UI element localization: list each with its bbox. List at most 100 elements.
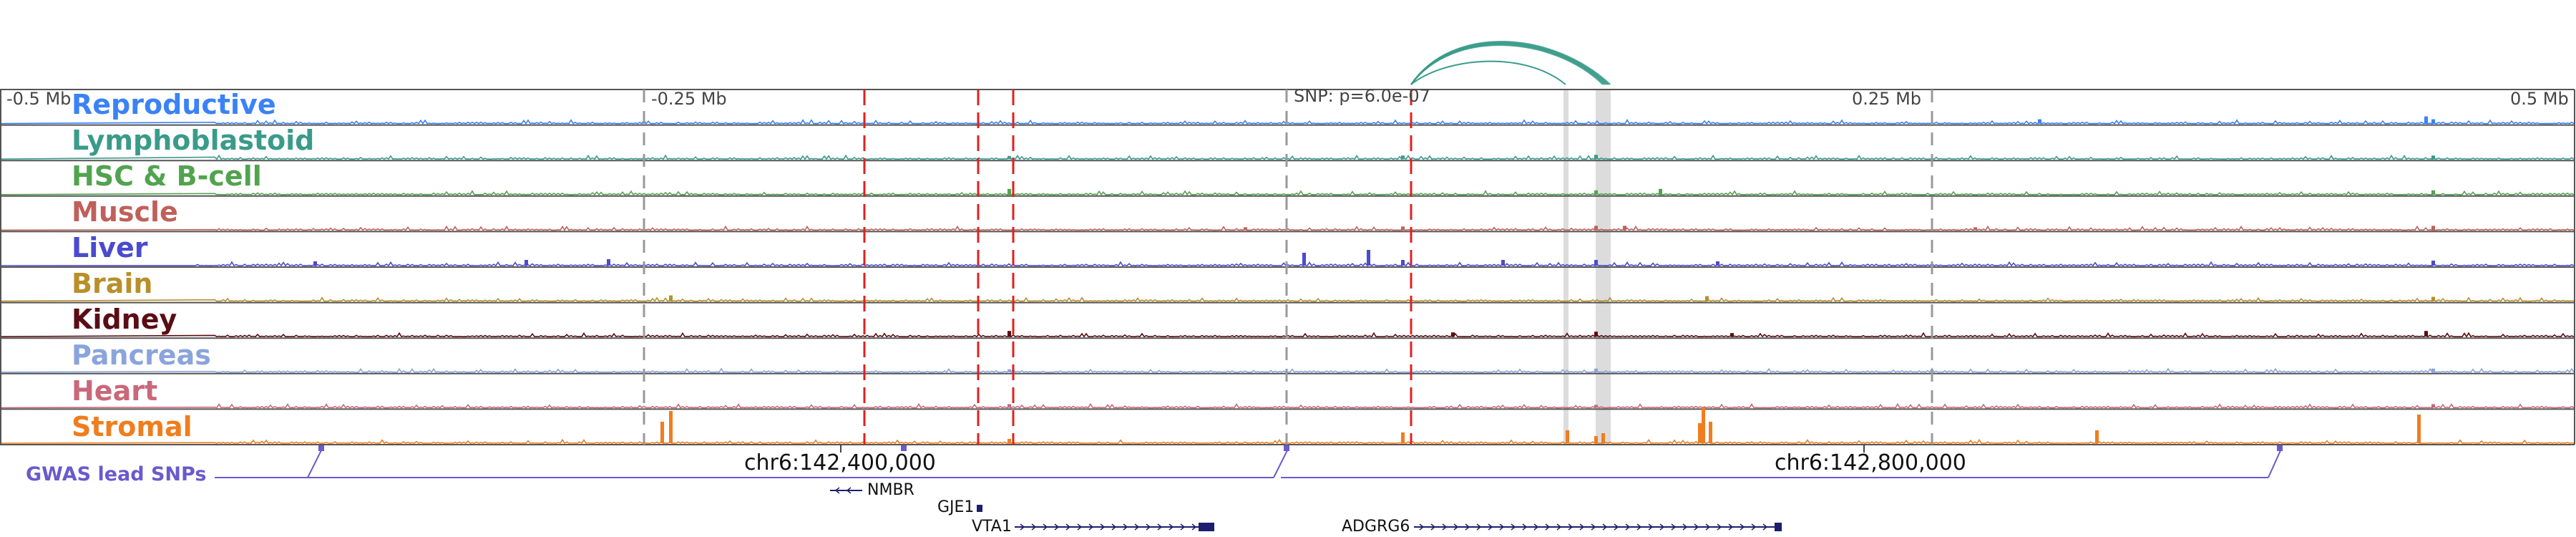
signal-peak	[2431, 155, 2435, 160]
signal-peak	[1594, 405, 1598, 408]
signal-peak	[1594, 190, 1598, 195]
signal-peak	[2038, 119, 2041, 124]
vta1-gene-exon	[1199, 523, 1214, 531]
vta1-gene-strand	[1169, 523, 1174, 531]
track-label-reproductive: Reproductive	[72, 89, 276, 120]
nmbr-gene-strand	[846, 487, 852, 494]
signal-peak	[1709, 422, 1712, 443]
coordinate-label-2: chr6:142,800,000	[1775, 450, 1966, 475]
adgrg6-gene-strand	[1636, 523, 1642, 531]
gwas-snp-marker	[901, 445, 907, 451]
signal-peak	[1501, 260, 1505, 266]
adgrg6-gene-strand	[1442, 523, 1448, 531]
track-label-liver: Liver	[72, 232, 148, 263]
track-label-brain: Brain	[72, 268, 153, 299]
vta1-gene-strand	[1054, 523, 1060, 531]
signal-peak	[1594, 155, 1598, 160]
interaction-arc	[1410, 42, 1608, 85]
adgrg6-gene-strand	[1511, 523, 1516, 531]
gene-label-adgrg6: ADGRG6	[1342, 518, 1410, 536]
signal-peak	[1401, 226, 1405, 231]
axis-label-left: -0.5 Mb	[6, 89, 72, 109]
adgrg6-gene-strand	[1614, 523, 1619, 531]
track-label-kidney: Kidney	[72, 304, 177, 335]
signal-peak	[1401, 432, 1405, 443]
track-label-hsc-bcell: HSC & B-cell	[72, 160, 262, 192]
signal-track	[0, 154, 2575, 160]
signal-peak	[1594, 226, 1598, 231]
signal-peak	[2424, 331, 2428, 337]
signal-peak	[669, 295, 673, 301]
interaction-arc	[1410, 60, 1566, 85]
signal-peak	[1367, 250, 1370, 266]
signal-peak	[1008, 404, 1011, 408]
interaction-arc	[1410, 41, 1610, 85]
coordinate-label-1: chr6:142,400,000	[744, 450, 936, 475]
adgrg6-gene-strand	[1705, 523, 1711, 531]
adgrg6-gene-strand	[1740, 523, 1745, 531]
signal-track	[0, 261, 2575, 267]
signal-track	[0, 119, 2575, 125]
adgrg6-gene-strand	[1659, 523, 1665, 531]
signal-peak	[1451, 332, 1455, 337]
nmbr-gene-strand	[834, 487, 840, 494]
signal-peak	[1594, 368, 1598, 372]
signal-peak	[2417, 415, 2421, 443]
gwas-snp-marker	[318, 445, 324, 451]
adgrg6-gene-strand	[1499, 523, 1505, 531]
vta1-gene-strand	[1088, 523, 1094, 531]
signal-peak	[1601, 433, 1605, 443]
gwas-lead-snps-label: GWAS lead SNPs	[26, 463, 207, 485]
signal-peak	[2095, 430, 2099, 443]
signal-peak	[1008, 188, 1011, 195]
track-label-pancreas: Pancreas	[72, 339, 211, 371]
gene-label-gje1: GJE1	[937, 498, 975, 516]
vta1-gene-strand	[1191, 523, 1197, 531]
vta1-gene-strand	[1043, 523, 1048, 531]
adgrg6-gene-strand	[1419, 523, 1425, 531]
signal-track	[0, 190, 2575, 196]
adgrg6-gene-strand	[1430, 523, 1436, 531]
adgrg6-gene-strand	[1694, 523, 1699, 531]
vta1-gene-strand	[1180, 523, 1186, 531]
signal-track	[0, 402, 2575, 409]
signal-peak	[1008, 156, 1011, 160]
signal-peak	[2431, 404, 2435, 408]
signal-peak	[2431, 190, 2435, 195]
adgrg6-gene-strand	[1568, 523, 1574, 531]
axis-label-right-mid: 0.25 Mb	[1852, 89, 1922, 109]
signal-peak	[2431, 368, 2435, 372]
gwas-lane	[1273, 448, 1289, 478]
adgrg6-gene-strand	[1648, 523, 1654, 531]
adgrg6-gene-strand	[1717, 523, 1722, 531]
signal-peak	[2431, 226, 2435, 231]
signal-peak	[1659, 188, 1662, 195]
axis-label-right: 0.5 Mb	[2510, 89, 2569, 109]
signal-peak	[1594, 436, 1598, 443]
signal-peak	[1705, 296, 1709, 301]
vta1-gene-strand	[1065, 523, 1071, 531]
signal-peak	[660, 422, 664, 443]
snp-pvalue-label: SNP: p=6.0e-07	[1294, 86, 1430, 106]
adgrg6-gene-strand	[1671, 523, 1677, 531]
adgrg6-gene-strand	[1762, 523, 1768, 531]
adgrg6-gene-strand	[1522, 523, 1528, 531]
signal-peak	[1623, 226, 1626, 231]
signal-peak	[1716, 261, 1719, 266]
adgrg6-gene-strand	[1465, 523, 1470, 531]
signal-peak	[1698, 423, 1702, 443]
gwas-snp-marker	[1284, 445, 1289, 451]
adgrg6-gene-strand	[1556, 523, 1562, 531]
adgrg6-gene-exon	[1775, 523, 1782, 531]
adgrg6-gene-strand	[1453, 523, 1459, 531]
signal-track	[0, 225, 2575, 231]
adgrg6-gene-strand	[1751, 523, 1757, 531]
vta1-gene-strand	[1031, 523, 1037, 531]
adgrg6-gene-strand	[1682, 523, 1688, 531]
vta1-gene-strand	[1111, 523, 1117, 531]
track-label-lymphoblastoid: Lymphoblastoid	[72, 125, 315, 156]
adgrg6-gene-strand	[1602, 523, 1608, 531]
signal-peak	[1730, 333, 1734, 337]
signal-peak	[1401, 260, 1405, 266]
